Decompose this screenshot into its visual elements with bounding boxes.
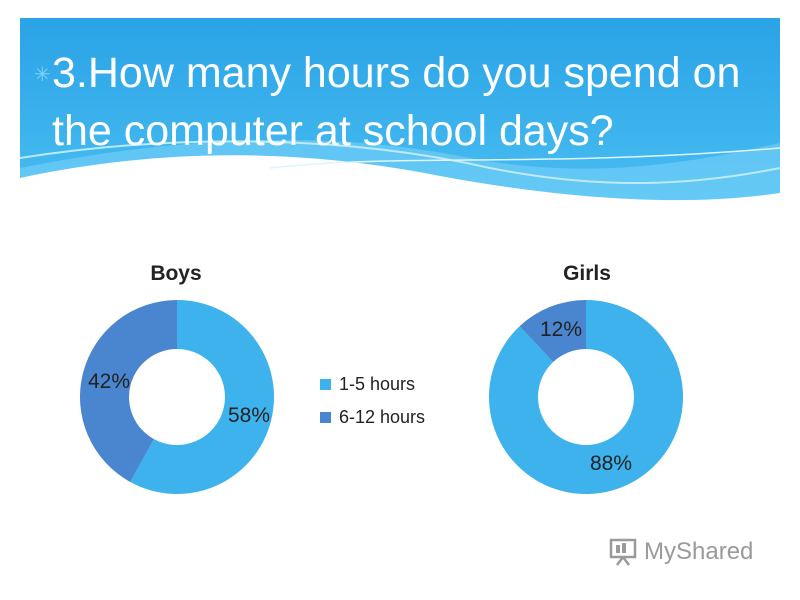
data-label-girls-6-12: 12% <box>540 318 583 341</box>
banner-background <box>20 18 780 223</box>
boys-slice-1-5-hours <box>130 300 274 494</box>
data-label-boys-6-12: 42% <box>88 370 131 393</box>
title-banner <box>20 18 780 223</box>
donut-chart-girls <box>489 300 683 494</box>
legend-item-6-12-hours: 6-12 hours <box>320 401 425 434</box>
data-label-boys-1-5: 58% <box>228 404 271 427</box>
chart-title-boys: Boys <box>150 262 202 285</box>
boys-slice-6-12-hours <box>80 300 177 483</box>
girls-slice-1-5-hours <box>489 300 683 494</box>
chart-title-girls: Girls <box>563 262 611 285</box>
girls-slice-6-12-hours <box>519 300 586 363</box>
presentation-board-icon <box>609 538 637 566</box>
chart-legend: 1-5 hours 6-12 hours <box>320 368 425 434</box>
watermark: MyShared <box>608 538 753 566</box>
legend-label: 1-5 hours <box>339 374 416 394</box>
legend-swatch <box>320 412 331 423</box>
watermark-text: MyShared <box>644 538 754 565</box>
data-label-girls-1-5: 88% <box>590 452 633 475</box>
legend-swatch <box>320 379 331 390</box>
slide-title: 3.How many hours do you spend on the com… <box>52 49 741 155</box>
donut-chart-boys <box>80 300 274 494</box>
legend-item-1-5-hours: 1-5 hours <box>320 368 425 401</box>
legend-label: 6-12 hours <box>339 407 426 427</box>
bullet-icon: ✳ <box>34 64 51 86</box>
